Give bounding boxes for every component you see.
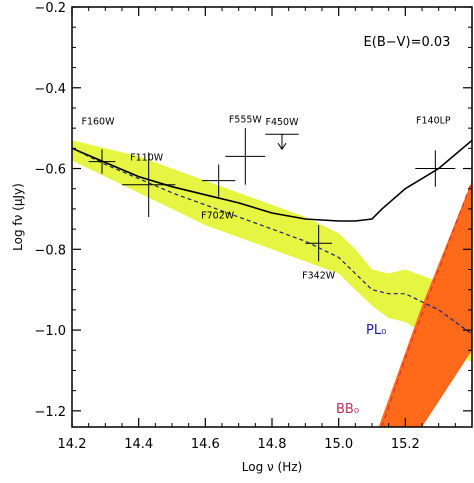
data-point-f110w: F110W xyxy=(122,152,176,217)
data-point-f160w: F160W xyxy=(82,117,116,174)
x-tick-label: 14.6 xyxy=(191,437,220,452)
filter-label-f342w: F342W xyxy=(302,270,336,281)
yellow-uncertainty-band xyxy=(72,140,472,363)
filter-label-f555w: F555W xyxy=(229,114,263,125)
y-tick-label: −0.6 xyxy=(34,163,66,178)
upper-limit-f450w: F450W xyxy=(265,117,300,151)
x-axis-title: Log ν (Hz) xyxy=(242,460,302,474)
filter-label-f450w: F450W xyxy=(266,117,300,128)
data-point-f702w: F702W xyxy=(201,164,236,222)
bb-series-label: BB₀ xyxy=(336,402,359,417)
y-tick-label: −0.4 xyxy=(34,82,66,97)
x-tick-label: 15.2 xyxy=(391,437,420,452)
x-tick-label: 14.8 xyxy=(258,437,287,452)
bands-layer xyxy=(72,140,472,427)
axis-ticks: 14.2 14.4 14.6 14.8 15.0 15.2 −0.2 −0.4 −0.6 −0.8… xyxy=(34,1,472,452)
y-tick-label: −1.2 xyxy=(34,405,66,420)
x-tick-label: 14.2 xyxy=(58,437,87,452)
pl-model-line xyxy=(72,147,472,335)
filter-label-f140lp: F140LP xyxy=(416,116,451,127)
y-tick-label: −0.2 xyxy=(34,1,66,16)
y-tick-label: −0.8 xyxy=(34,243,66,258)
data-points-layer: F160W F110W F555W F702W F342W F140LP F450W xyxy=(82,114,456,281)
data-point-f342w: F342W xyxy=(302,225,336,281)
data-point-f555w: F555W xyxy=(225,114,266,185)
y-tick-label: −1.0 xyxy=(34,324,66,339)
down-arrow-icon xyxy=(277,142,287,151)
x-tick-label: 14.4 xyxy=(124,437,153,452)
pl-series-label: PL₀ xyxy=(366,323,386,338)
bb-model-line xyxy=(381,180,472,427)
extinction-annotation: E(B−V)=0.03 xyxy=(364,35,451,50)
model-line-solid xyxy=(72,139,472,222)
x-tick-label: 15.0 xyxy=(324,437,353,452)
lines-layer xyxy=(72,139,472,427)
y-axis-title: Log fν (μJy) xyxy=(11,183,25,251)
filter-label-f110w: F110W xyxy=(130,153,164,164)
data-point-f140lp: F140LP xyxy=(415,116,456,187)
filter-label-f160w: F160W xyxy=(82,117,116,128)
filter-label-f702w: F702W xyxy=(201,211,235,222)
